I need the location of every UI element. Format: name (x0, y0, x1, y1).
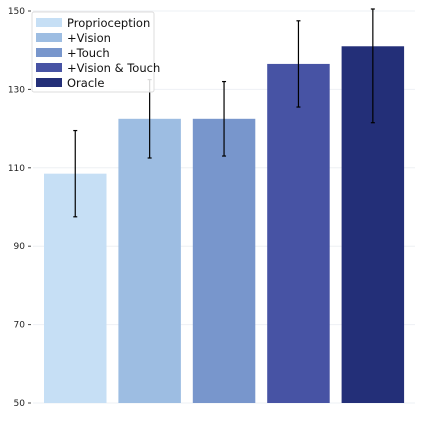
legend-label-0: Proprioception (67, 16, 150, 30)
y-tick-label: 50 (14, 399, 26, 409)
legend-label-4: Oracle (67, 76, 104, 90)
bar-2 (193, 119, 255, 403)
y-axis: 50 70 90 110 130 150 (8, 7, 31, 409)
legend-label-3: +Vision & Touch (67, 61, 160, 75)
y-tick-label: 70 (14, 321, 26, 331)
legend-swatch-2 (36, 48, 62, 57)
legend-swatch-0 (36, 18, 62, 27)
bar-1 (118, 119, 180, 403)
y-tick-label: 110 (8, 164, 25, 174)
y-tick-label: 90 (14, 242, 26, 252)
legend-swatch-1 (36, 33, 62, 42)
legend-label-1: +Vision (67, 31, 111, 45)
legend-swatch-3 (36, 63, 62, 72)
y-tick-label: 130 (8, 85, 25, 95)
y-tick-label: 150 (8, 7, 25, 17)
legend-swatch-4 (36, 78, 62, 87)
bar-3 (267, 64, 329, 403)
legend: Proprioception+Vision+Touch+Vision & Tou… (32, 12, 160, 92)
legend-label-2: +Touch (67, 46, 110, 60)
